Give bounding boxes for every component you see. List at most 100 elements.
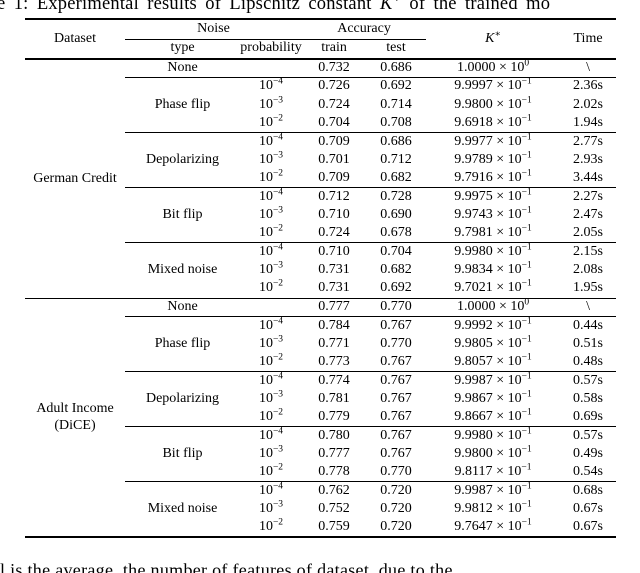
dataset-label-line: German Credit [33,171,117,187]
time-cell: 0.69s [560,408,617,428]
table-row: 10−3 0.777 0.767 9.9800 × 10−1 0.49s [25,445,616,463]
test-accuracy-cell: 0.767 [380,317,412,333]
train-accuracy-cell: 0.778 [302,463,367,483]
k-value-cell: 9.9975 × 10−1 [454,187,532,204]
train-accuracy-cell: 0.773 [302,353,367,373]
k-value-cell: 9.8667 × 10−1 [426,408,561,428]
train-accuracy-cell: 0.779 [302,408,367,428]
test-accuracy-cell: 0.708 [366,114,427,134]
k-value-cell: 9.7021 × 10−1 [426,279,561,299]
header-row-groups: Dataset Noise Accuracy K∗ Time [25,19,617,60]
probability-cell: 10−3 [258,334,284,351]
col-header-train: train [302,39,367,60]
test-accuracy-cell: 0.770 [366,298,427,317]
probability-cell: 10−4 [258,132,284,149]
test-accuracy-cell: 0.720 [380,519,412,535]
probability-cell: 10−3 [258,94,284,112]
time-cell: 0.49s [573,446,603,462]
probability-cell: 10−2 [240,463,303,483]
time-cell: 2.02s [573,96,603,112]
k-value-cell: 9.9997 × 10−1 [454,76,532,94]
col-header-noise: Noise [125,19,303,40]
probability-cell: 10−3 [258,205,284,222]
k-star-symbol: K [379,0,393,14]
k-value-cell: 9.9992 × 10−1 [454,315,532,333]
noise-type-cell: Bit flip [125,426,240,483]
col-header-accuracy: Accuracy [302,19,427,40]
probability-cell: 10−4 [258,187,284,204]
probability-cell: 10−2 [240,169,303,189]
table-body: German Credit None 0.732 0.686 1.0000 × 100 \… [25,59,617,537]
table-row: 10−3 0.752 0.720 9.9812 × 10−1 0.67s [25,500,616,518]
time-cell: 0.44s [573,317,603,333]
probability-cell: 10−3 [258,260,284,278]
time-cell: 2.47s [573,206,603,222]
dataset-label-line: Adult Income [36,401,114,417]
k-value-cell: 9.9987 × 10−1 [454,481,532,499]
table-row: 10−3 0.731 0.682 9.9834 × 10−1 2.08s [25,261,616,279]
probability-cell: 10−4 [258,315,284,333]
time-cell: 0.54s [560,463,617,483]
train-accuracy-cell: 0.710 [318,244,350,259]
dataset-cell: German Credit [25,59,125,299]
table-row: 10−2 0.773 0.767 9.8057 × 10−1 0.48s [25,352,617,373]
train-accuracy-cell: 0.709 [318,133,350,149]
train-accuracy-cell: 0.726 [318,78,350,94]
table-row: 10−2 0.731 0.692 9.7021 × 10−1 1.95s [25,279,617,299]
test-accuracy-cell: 0.714 [380,96,412,112]
train-accuracy-cell: 0.731 [302,279,367,299]
dataset-label-line: (DiCE) [54,418,96,434]
caption-text-right: of the trained mo [401,0,551,14]
table-row: 10−2 0.704 0.708 9.6918 × 10−1 1.94s [25,113,617,134]
test-accuracy-cell: 0.770 [380,335,412,351]
table-row: Mixed noise 10−4 0.710 0.704 9.9980 × 10−1 2.… [25,242,616,299]
k-value-cell: 9.9812 × 10−1 [454,499,532,517]
probability-cell [240,298,303,317]
train-accuracy-cell: 0.771 [318,335,350,351]
time-cell: 1.94s [560,114,617,134]
probability-cell: 10−3 [258,499,284,517]
k-value-cell: 9.9800 × 10−1 [454,94,532,112]
noise-type-cell: None [125,59,240,78]
time-cell: 0.57s [573,372,603,388]
time-cell: 2.15s [573,244,603,259]
k-value-cell: 9.7647 × 10−1 [454,517,532,535]
dataset-cell: Adult Income (DiCE) [25,298,125,537]
probability-cell: 10−2 [258,517,284,535]
test-accuracy-cell: 0.767 [366,408,427,428]
time-cell: 0.58s [573,390,603,406]
noise-type-cell: Phase flip [125,77,240,134]
table-row: 10−2 0.709 0.682 9.7916 × 10−1 3.44s [25,169,617,189]
table-row: Adult Income (DiCE) None 0.777 0.770 1.0000 ×… [25,298,617,433]
probability-cell: 10−2 [240,408,303,428]
test-accuracy-cell: 0.720 [380,501,412,517]
train-accuracy-cell: 0.701 [318,151,350,167]
table-row: Bit flip 10−4 0.712 0.728 9.9975 × 10−1 2.27s [25,187,616,244]
table-row: 10−3 0.771 0.770 9.9805 × 10−1 0.51s [25,334,616,353]
table-row: 10−2 0.779 0.767 9.8667 × 10−1 0.69s [25,408,617,428]
noise-type-cell: None [125,298,240,317]
col-header-type: type [125,39,240,60]
train-accuracy-cell: 0.712 [318,188,350,204]
noise-type-cell: Bit flip [125,187,240,244]
results-table: Dataset Noise Accuracy K∗ Time type prob… [25,18,617,539]
time-cell: 0.67s [573,501,603,517]
probability-cell: 10−3 [258,389,284,406]
test-accuracy-cell: 0.720 [380,483,412,499]
train-accuracy-cell: 0.784 [318,317,350,333]
probability-cell: 10−2 [240,352,303,373]
time-cell: 0.51s [573,335,603,351]
table-row: 10−2 0.778 0.770 9.8117 × 10−1 0.54s [25,463,617,483]
time-cell: 2.77s [573,133,603,149]
test-accuracy-cell: 0.704 [380,244,412,259]
k-value-cell: 9.8057 × 10−1 [426,352,561,373]
k-value-cell: 9.9789 × 10−1 [454,150,532,167]
test-accuracy-cell: 0.712 [380,151,412,167]
noise-type-cell: Phase flip [125,316,240,373]
time-cell: \ [560,298,617,317]
test-accuracy-cell: 0.767 [380,427,412,443]
table-row: Phase flip 10−4 0.784 0.767 9.9992 × 10−1 0.4… [25,315,616,373]
probability-cell: 10−4 [258,242,284,259]
train-accuracy-cell: 0.780 [318,427,350,443]
time-cell: 1.95s [560,279,617,299]
